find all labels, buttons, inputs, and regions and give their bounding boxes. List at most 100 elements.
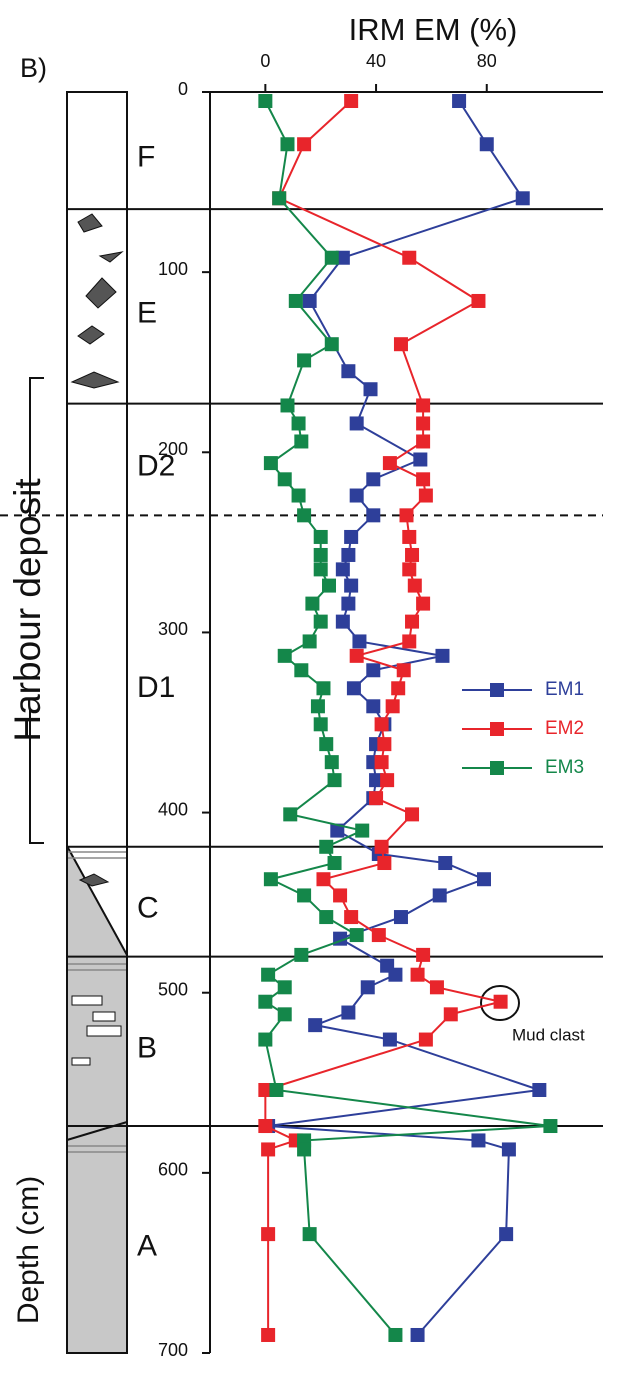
zone-label: D2 [137, 449, 175, 482]
data-point [294, 434, 309, 449]
data-point [393, 337, 408, 352]
legend-marker [490, 683, 504, 697]
data-point [346, 681, 361, 696]
data-point [418, 488, 433, 503]
data-point [272, 191, 287, 206]
data-point [416, 596, 431, 611]
data-point [405, 547, 420, 562]
data-point [277, 472, 292, 487]
data-point [313, 547, 328, 562]
x-tick-label: 0 [260, 51, 270, 71]
data-point [374, 717, 389, 732]
y-tick-label: 300 [158, 619, 188, 639]
data-point [416, 472, 431, 487]
data-point [515, 191, 530, 206]
zone-label: F [137, 140, 155, 173]
data-point [297, 137, 312, 152]
data-point [416, 416, 431, 431]
data-point [294, 947, 309, 962]
zone-label: A [137, 1229, 157, 1262]
data-point [280, 398, 295, 413]
data-point [277, 980, 292, 995]
y-tick-label: 0 [178, 79, 188, 99]
data-point [319, 910, 334, 925]
data-point [407, 578, 422, 593]
data-point [316, 681, 331, 696]
data-point [313, 529, 328, 544]
data-point [363, 382, 378, 397]
legend-label: EM1 [545, 679, 584, 700]
data-point [324, 337, 339, 352]
data-point [402, 562, 417, 577]
data-point [388, 967, 403, 982]
data-point [369, 773, 384, 788]
data-point [344, 578, 359, 593]
data-point [501, 1142, 516, 1157]
data-point [374, 839, 389, 854]
panel-label: B) [20, 53, 47, 83]
data-point [327, 856, 342, 871]
data-point [333, 888, 348, 903]
data-point [377, 856, 392, 871]
data-point [344, 94, 359, 109]
data-point [297, 353, 312, 368]
legend-label: EM3 [545, 757, 584, 778]
data-point [261, 1142, 276, 1157]
data-point [471, 1133, 486, 1148]
data-point [432, 888, 447, 903]
data-point [476, 872, 491, 887]
y-tick-label: 500 [158, 979, 188, 999]
lithology-column [66, 91, 128, 1354]
data-point [374, 755, 389, 770]
data-point [360, 980, 375, 995]
data-point [416, 947, 431, 962]
data-point [302, 634, 317, 649]
y-tick-label: 700 [158, 1340, 188, 1360]
bracket-gap [14, 520, 44, 710]
y-axis-label: Depth (cm) [12, 1176, 45, 1324]
y-tick-label: 200 [158, 439, 188, 459]
data-point [405, 614, 420, 629]
data-point [349, 416, 364, 431]
data-point [313, 562, 328, 577]
data-point [341, 1005, 356, 1020]
data-point [258, 1119, 273, 1134]
data-point [344, 529, 359, 544]
data-point [452, 94, 467, 109]
annotation-circle [480, 985, 520, 1021]
data-point [543, 1119, 558, 1134]
data-point [393, 910, 408, 925]
chart-title: IRM EM (%) [349, 12, 518, 47]
data-point [352, 634, 367, 649]
data-point [382, 1032, 397, 1047]
zone-label: B [137, 1031, 157, 1064]
data-point [493, 994, 508, 1009]
data-point [258, 1082, 273, 1097]
data-point [335, 614, 350, 629]
data-point [443, 1007, 458, 1022]
data-point [335, 250, 350, 265]
data-point [291, 416, 306, 431]
data-point [382, 456, 397, 471]
data-point [344, 910, 359, 925]
data-point [330, 823, 345, 838]
data-point [324, 250, 339, 265]
data-point [349, 488, 364, 503]
data-point [499, 1227, 514, 1242]
data-point [380, 773, 395, 788]
data-point [402, 529, 417, 544]
data-point [388, 1327, 403, 1342]
data-point [349, 648, 364, 663]
data-point [261, 1327, 276, 1342]
data-point [335, 562, 350, 577]
data-point [341, 547, 356, 562]
data-point [313, 717, 328, 732]
data-point [377, 737, 392, 752]
data-point [369, 791, 384, 806]
data-point [410, 1327, 425, 1342]
legend-marker [490, 722, 504, 736]
data-point [366, 508, 381, 523]
data-point [297, 1142, 312, 1157]
data-point [418, 1032, 433, 1047]
data-point [316, 872, 331, 887]
